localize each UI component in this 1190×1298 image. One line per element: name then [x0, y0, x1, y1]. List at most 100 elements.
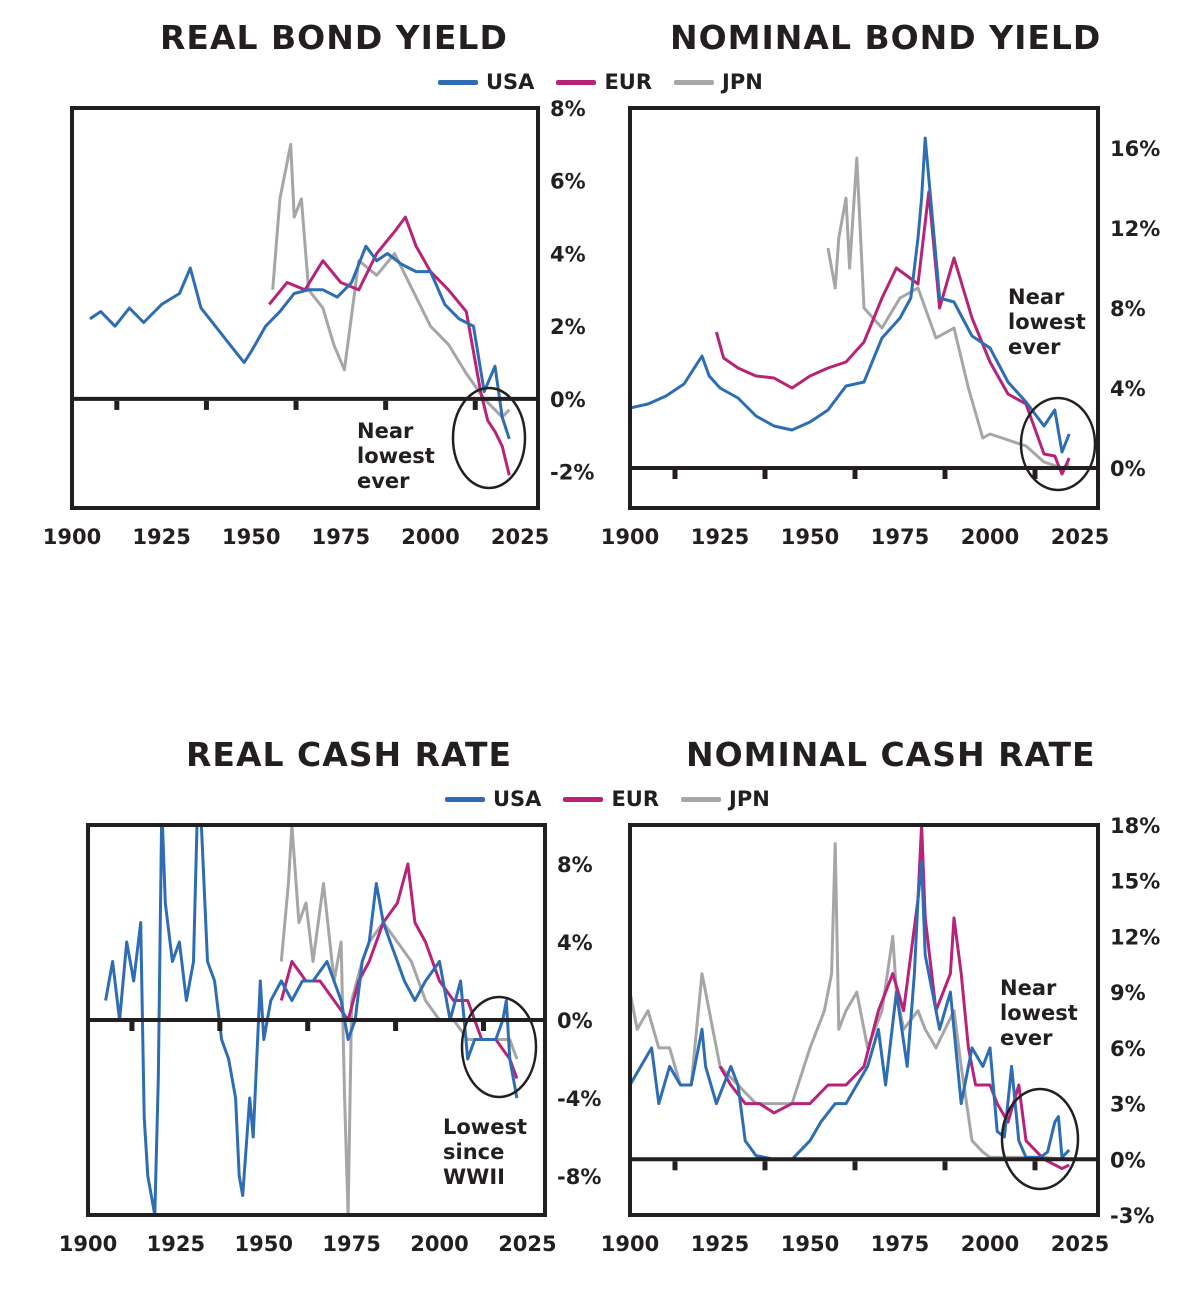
x-tick-label: 1950 — [235, 1232, 293, 1256]
legend-label-eur: EUR — [604, 70, 653, 94]
chart-nominal-cash: 1900 1925 1950 1975 2000 2025-3% 0% 3% 6% 9% 12% 15… — [601, 814, 1160, 1256]
legend-top: USA EUR JPN — [438, 70, 785, 94]
legend-swatch-usa — [438, 79, 478, 85]
x-tick-label: 2000 — [401, 525, 459, 549]
y-tick-label: 0% — [1110, 457, 1146, 481]
zero-line-tick — [203, 400, 209, 410]
y-tick-label: 4% — [550, 242, 586, 266]
legend-label-jpn: JPN — [729, 787, 770, 811]
y-tick-label: 8% — [1110, 297, 1146, 321]
legend-item-usa: USA — [438, 70, 534, 94]
legend-label-usa: USA — [486, 70, 535, 94]
legend-swatch-eur — [556, 79, 597, 85]
zero-line-tick — [114, 400, 120, 410]
x-tick-label: 1900 — [43, 525, 101, 549]
plot-frame — [628, 823, 1100, 1217]
x-tick-label: 2000 — [961, 525, 1019, 549]
legend-item-usa: USA — [445, 787, 541, 811]
legend-item-jpn: JPN — [681, 787, 770, 811]
x-tick-label: 1950 — [781, 525, 839, 549]
zero-line-tick — [293, 400, 299, 410]
zero-line-tick — [393, 1022, 399, 1031]
x-tick-label: 2000 — [961, 1232, 1019, 1256]
legend-swatch-jpn — [674, 79, 715, 85]
series-line-usa — [89, 244, 511, 440]
y-tick-label: -8% — [557, 1165, 601, 1189]
legend-item-eur: EUR — [556, 70, 652, 94]
x-tick-label: 1925 — [147, 1232, 205, 1256]
zero-line-tick — [852, 1161, 858, 1171]
x-tick-label: 1975 — [312, 525, 370, 549]
zero-line-tick — [852, 470, 858, 479]
chart-real-bond: 1900 1925 1950 1975 2000 2025 -2% 0% 2% 4% 6% 8% Nea… — [43, 97, 595, 549]
zero-line-tick — [672, 1161, 678, 1171]
zero-line-tick — [129, 1022, 135, 1031]
legend-bottom: USA EUR JPN — [445, 787, 792, 811]
series-line-usa — [630, 136, 1071, 454]
y-tick-label: 15% — [1110, 870, 1160, 894]
legend-item-jpn: JPN — [674, 70, 763, 94]
series-line-jpn — [271, 142, 511, 419]
highlight-circle — [460, 995, 538, 1099]
highlight-circle — [1019, 396, 1097, 492]
zero-line-tick — [762, 1161, 768, 1171]
y-tick-label: 0% — [550, 388, 586, 412]
y-tick-label: 6% — [1110, 1037, 1146, 1061]
y-tick-label: -2% — [550, 461, 594, 485]
series-line-jpn — [826, 156, 1070, 470]
annotation: Near lowest ever — [1000, 976, 1078, 1050]
chart-nominal-bond: 1900 1925 1950 1975 2000 2025 0% 4% 8% 12% 16% Near… — [601, 106, 1160, 549]
x-tick-label: 1950 — [222, 525, 280, 549]
zero-line-tick — [480, 1022, 486, 1031]
plot-frame — [628, 106, 1100, 510]
chart-real-cash: 1900 1925 1950 1975 2000 2025 -8% -4% 0% 4% 8% Lowe… — [59, 823, 601, 1256]
zero-line-tick — [762, 470, 768, 479]
y-tick-label: 0% — [1110, 1148, 1146, 1172]
y-tick-label: 8% — [557, 853, 593, 877]
x-tick-label: 1925 — [691, 1232, 749, 1256]
annotation: Near lowest ever — [357, 419, 435, 493]
y-tick-label: -3% — [1110, 1204, 1154, 1228]
series-line-eur — [714, 190, 1071, 476]
highlight-circle — [451, 386, 527, 490]
zero-line-tick — [942, 1161, 948, 1171]
y-tick-label: 4% — [1110, 377, 1146, 401]
highlight-circle — [1000, 1087, 1080, 1191]
x-tick-label: 2025 — [498, 1232, 556, 1256]
zero-line-tick — [672, 470, 678, 479]
chart-title-nominal-cash: NOMINAL CASH RATE — [686, 735, 1096, 774]
legend-item-eur: EUR — [563, 787, 659, 811]
y-tick-label: 12% — [1110, 925, 1160, 949]
zero-line-tick — [472, 400, 478, 410]
x-tick-label: 1950 — [781, 1232, 839, 1256]
series-line-eur — [268, 215, 511, 476]
y-tick-label: 6% — [550, 170, 586, 194]
x-tick-label: 1975 — [322, 1232, 380, 1256]
legend-swatch-eur — [563, 796, 604, 802]
x-tick-label: 2025 — [1051, 1232, 1109, 1256]
legend-label-jpn: JPN — [722, 70, 763, 94]
x-tick-label: 1925 — [132, 525, 190, 549]
legend-label-usa: USA — [493, 787, 542, 811]
legend-swatch-jpn — [681, 796, 722, 802]
plot-frame — [86, 823, 547, 1217]
zero-line-tick — [1032, 1161, 1038, 1171]
chart-title-real-bond: REAL BOND YIELD — [160, 18, 508, 57]
y-tick-label: 18% — [1110, 814, 1160, 838]
x-tick-label: 1900 — [601, 1232, 659, 1256]
y-tick-label: 9% — [1110, 981, 1146, 1005]
zero-line-tick — [1032, 470, 1038, 479]
plot-frame — [70, 106, 540, 510]
y-tick-label: 4% — [557, 931, 593, 955]
x-tick-label: 1975 — [871, 525, 929, 549]
zero-line-tick — [305, 1022, 311, 1031]
y-tick-label: 12% — [1110, 217, 1160, 241]
series-line-eur — [279, 862, 519, 1080]
x-tick-label: 1975 — [871, 1232, 929, 1256]
y-tick-label: 8% — [550, 97, 586, 121]
x-tick-label: 1900 — [601, 525, 659, 549]
x-tick-label: 1900 — [59, 1232, 117, 1256]
chart-title-nominal-bond: NOMINAL BOND YIELD — [670, 18, 1102, 57]
y-tick-label: 2% — [550, 315, 586, 339]
